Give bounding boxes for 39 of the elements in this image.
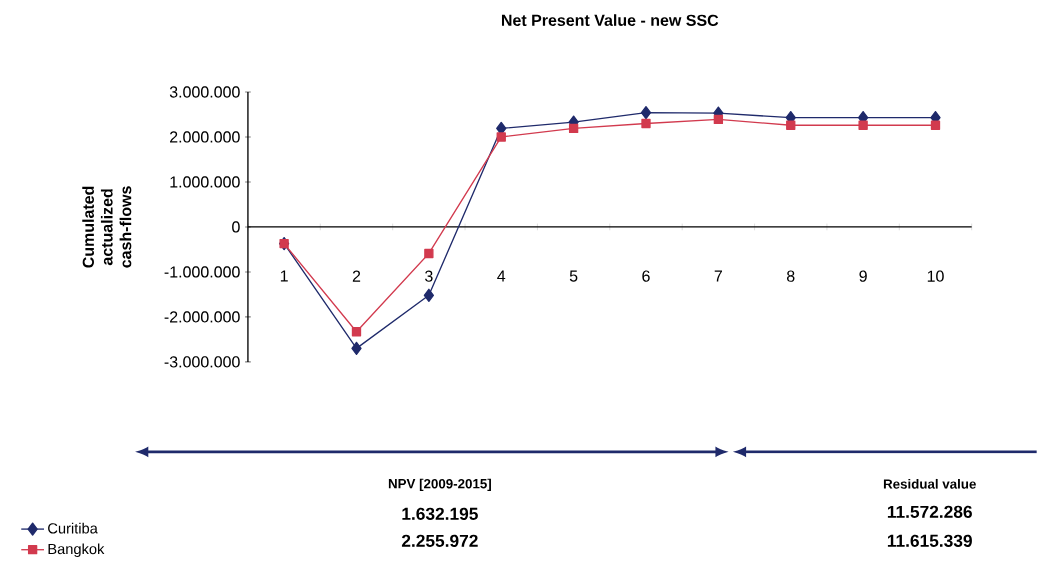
x-tick-label: 6 — [642, 270, 650, 282]
point — [423, 288, 435, 303]
y-tick-label: 3.000.000 — [169, 86, 240, 98]
x-tick-label: 5 — [569, 270, 578, 282]
chart-title: Net Present Value - new SSC — [501, 14, 719, 27]
point — [351, 341, 362, 356]
x-tick-label: 2 — [352, 270, 361, 282]
x-tick-label: 9 — [859, 270, 867, 282]
y-axis-title: Cumulated actualized cash-flows — [82, 186, 132, 268]
point — [351, 327, 362, 337]
point — [496, 132, 506, 142]
text: 2.255.972 — [401, 534, 478, 548]
point — [930, 120, 941, 131]
y-tick-label: -3.000.000 — [164, 356, 240, 368]
y-tick-label: -1.000.000 — [164, 266, 240, 278]
text: 11.615.339 — [887, 534, 972, 548]
legend-label: Bangkok — [48, 543, 105, 558]
point — [713, 114, 724, 125]
point — [424, 248, 434, 259]
point — [858, 120, 868, 131]
point — [568, 123, 579, 134]
point — [640, 106, 652, 120]
y-tick-label: -2.000.000 — [164, 311, 240, 323]
x-tick-label: 10 — [927, 270, 944, 282]
x-tick-label: 8 — [786, 270, 795, 282]
y-tick-label: 1.000.000 — [170, 176, 240, 188]
text: NPV [2009-2015] — [388, 478, 491, 492]
x-tick-label: 4 — [497, 270, 506, 282]
x-tick-label: 7 — [714, 270, 723, 282]
y-tick-label: 2.000.000 — [170, 131, 240, 143]
x-tick-label: 1 — [280, 270, 288, 282]
text: 1.632.195 — [402, 507, 478, 521]
y-tick-label: 0 — [232, 221, 240, 233]
x-tick-label: 3 — [425, 270, 433, 282]
text: Residual value — [883, 479, 976, 489]
text: 11.572.286 — [887, 505, 972, 519]
point — [641, 118, 651, 129]
point — [786, 120, 796, 131]
legend-label: Curitiba — [48, 522, 98, 534]
